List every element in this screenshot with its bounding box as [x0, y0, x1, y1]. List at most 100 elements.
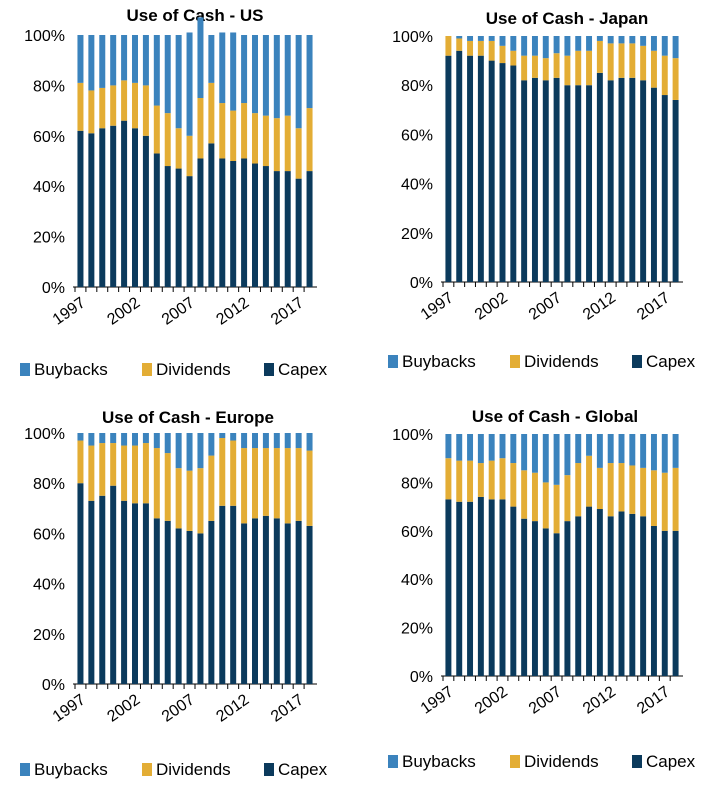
- bar-segment-capex-2010: [219, 158, 226, 287]
- bar-segment-dividends-2005: [531, 472, 538, 522]
- bar-segment-dividends-2017: [295, 448, 302, 521]
- bar-segment-dividends-2017: [661, 472, 668, 531]
- bar-segment-buybacks-2000: [477, 36, 484, 41]
- bar-segment-dividends-2004: [521, 470, 528, 519]
- bar-segment-buybacks-2014: [262, 35, 269, 116]
- bar-segment-dividends-2015: [640, 45, 647, 81]
- bar-segment-dividends-2002: [499, 458, 506, 500]
- bar-segment-capex-2003: [510, 65, 517, 283]
- bar-segment-capex-2007: [186, 176, 193, 287]
- bar-segment-capex-2014: [262, 166, 269, 287]
- bar-segment-buybacks-2011: [230, 32, 237, 111]
- bar-segment-buybacks-2015: [273, 433, 280, 449]
- bar-segment-dividends-2001: [488, 40, 495, 61]
- x-tick-label: 2012: [213, 691, 252, 725]
- chart-panel-europe: Use of Cash - Europe 0% 20% 40% 60% 80% 100% 19…: [0, 400, 350, 795]
- x-tick-label: 2007: [159, 691, 198, 725]
- y-tick-label: 60%: [401, 127, 433, 144]
- bar-segment-capex-1999: [467, 501, 474, 676]
- x-tick-label: 2012: [213, 294, 252, 328]
- bar-segment-dividends-1997: [77, 82, 84, 131]
- bar-segment-dividends-2011: [230, 110, 237, 161]
- bar-segment-capex-1997: [77, 130, 84, 287]
- bar-segment-dividends-2006: [542, 482, 549, 529]
- bar-segment-capex-2001: [121, 500, 128, 684]
- bar-segment-dividends-2000: [110, 443, 117, 486]
- bar-segment-dividends-1998: [456, 38, 463, 51]
- bar-segment-dividends-2018: [306, 108, 313, 172]
- bar-segment-buybacks-2005: [164, 433, 171, 454]
- y-tick-label: 20%: [33, 230, 65, 247]
- bar-segment-buybacks-2009: [575, 36, 582, 51]
- bar-segment-buybacks-2001: [121, 433, 128, 446]
- y-tick-label: 40%: [401, 572, 433, 589]
- bar-segment-buybacks-2003: [142, 35, 149, 86]
- bar-segment-buybacks-2003: [510, 36, 517, 51]
- legend-swatch-capex: [264, 363, 274, 376]
- bar-segment-dividends-1998: [88, 445, 95, 501]
- chart-title: Use of Cash - Europe: [102, 408, 274, 427]
- bar-segment-buybacks-2015: [640, 36, 647, 46]
- x-tick-label: 2017: [268, 294, 307, 328]
- bar-segment-buybacks-2009: [208, 433, 215, 456]
- bar-segment-capex-2015: [273, 518, 280, 684]
- x-tick-label: 2002: [104, 294, 143, 328]
- bar-segment-dividends-2008: [197, 98, 204, 159]
- legend-label-buybacks: Buybacks: [402, 352, 476, 371]
- bar-segment-buybacks-2006: [542, 434, 549, 483]
- bar-segment-buybacks-1997: [77, 433, 84, 441]
- chart-panel-japan: Use of Cash - Japan 0% 20% 40% 60% 80% 100% 199…: [350, 0, 700, 395]
- bar-segment-buybacks-1999: [99, 35, 106, 88]
- bar-segment-capex-2013: [252, 163, 258, 287]
- bar-segment-dividends-2011: [230, 440, 237, 506]
- legend-label-dividends: Dividends: [156, 760, 231, 779]
- legend-swatch-buybacks: [388, 755, 398, 768]
- bar-segment-capex-2005: [531, 521, 538, 676]
- bar-segment-capex-1997: [445, 55, 452, 283]
- x-tick-label: 2017: [268, 691, 307, 725]
- bar-segment-buybacks-2014: [262, 433, 269, 449]
- bar-segment-buybacks-2013: [618, 434, 625, 464]
- y-tick-label: 60%: [401, 524, 433, 541]
- x-tick-label: 2007: [159, 294, 198, 328]
- bar-segment-capex-2017: [295, 178, 302, 287]
- bar-segment-dividends-2006: [175, 128, 182, 169]
- y-tick-label: 40%: [33, 179, 65, 196]
- bar-segment-buybacks-2007: [186, 32, 193, 136]
- bar-segment-dividends-2013: [618, 463, 625, 512]
- bar-segment-capex-1998: [88, 500, 95, 684]
- bar-segment-dividends-2003: [142, 443, 149, 504]
- x-tick-label: 1997: [418, 683, 457, 717]
- bar-segment-dividends-2002: [499, 45, 506, 64]
- bar-segment-dividends-2003: [510, 463, 517, 507]
- bar-segment-buybacks-2004: [153, 433, 160, 449]
- bar-segment-capex-2012: [241, 523, 248, 684]
- bar-segment-dividends-2001: [488, 460, 495, 500]
- bar-segment-buybacks-2011: [230, 433, 237, 441]
- y-tick-label: 20%: [401, 621, 433, 638]
- bar-segment-capex-2015: [640, 516, 647, 676]
- bar-segment-capex-2018: [306, 525, 313, 684]
- bar-segment-dividends-2007: [186, 135, 193, 177]
- bar-segment-capex-2000: [110, 125, 117, 287]
- legend-label-capex: Capex: [646, 352, 696, 371]
- bar-segment-capex-2003: [510, 506, 517, 676]
- bar-segment-buybacks-2015: [273, 35, 280, 119]
- bar-segment-dividends-2004: [521, 55, 528, 81]
- chart-svg: Use of Cash - Japan 0% 20% 40% 60% 80% 100% 199…: [388, 9, 696, 371]
- bar-segment-dividends-1999: [467, 460, 474, 502]
- bar-segment-buybacks-1999: [467, 36, 474, 41]
- legend-swatch-capex: [264, 763, 274, 776]
- bar-segment-capex-2008: [197, 158, 204, 287]
- x-tick-label: 1997: [418, 289, 457, 323]
- bar-segment-dividends-2004: [153, 105, 160, 154]
- bar-segment-capex-1997: [77, 483, 84, 684]
- bar-segment-dividends-2010: [586, 50, 593, 86]
- bar-segment-capex-2008: [197, 533, 204, 684]
- bar-segment-dividends-2004: [153, 448, 160, 519]
- bar-segment-dividends-2016: [650, 50, 657, 88]
- bar-segment-buybacks-2012: [607, 434, 614, 464]
- bar-segment-capex-1999: [99, 495, 106, 684]
- y-tick-label: 0%: [42, 677, 65, 694]
- x-tick-label: 2002: [104, 691, 143, 725]
